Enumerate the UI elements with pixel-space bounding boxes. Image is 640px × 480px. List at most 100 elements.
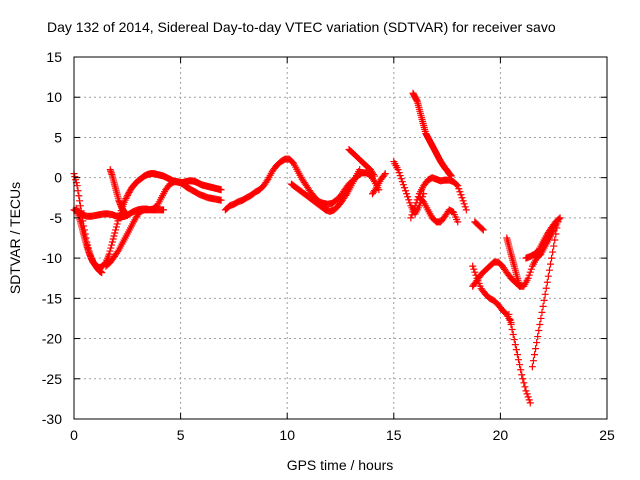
data-point	[98, 269, 106, 277]
y-tick-label: -25	[42, 371, 62, 387]
y-tick-label: 10	[46, 89, 62, 105]
data-point	[408, 211, 416, 219]
data-point	[470, 265, 478, 273]
data-point	[399, 181, 407, 189]
data-point	[76, 197, 84, 205]
data-point	[528, 363, 536, 371]
data-point	[549, 248, 557, 256]
y-tick-label: -30	[42, 411, 62, 427]
data-point	[541, 290, 549, 298]
data-point	[397, 175, 405, 183]
data-point	[380, 171, 388, 179]
series-arc3	[72, 204, 106, 277]
data-point	[551, 236, 559, 244]
data-point	[459, 197, 467, 205]
data-point	[112, 226, 120, 234]
data-point	[543, 278, 551, 286]
series-arc1	[70, 170, 225, 272]
data-point	[542, 284, 550, 292]
data-point	[552, 230, 560, 238]
data-point	[520, 379, 528, 387]
data-point	[381, 170, 389, 178]
data-point	[402, 187, 410, 195]
data-point	[114, 248, 122, 256]
data-point	[370, 170, 378, 178]
y-tick-label: -15	[42, 290, 62, 306]
data-point	[509, 331, 517, 339]
data-point	[123, 211, 131, 219]
data-point	[469, 262, 477, 270]
data-point	[75, 192, 83, 200]
data-point	[263, 177, 271, 185]
data-point	[517, 366, 525, 374]
x-axis-label: GPS time / hours	[287, 457, 394, 473]
y-tick-label: -10	[42, 250, 62, 266]
data-point	[525, 271, 533, 279]
data-point	[109, 235, 117, 243]
data-point	[535, 327, 543, 335]
x-tick-label: 25	[599, 427, 615, 443]
data-point	[122, 195, 130, 203]
data-point	[112, 223, 120, 231]
series-arc5	[102, 178, 225, 270]
y-axis-label: SDTVAR / TECUs	[7, 182, 23, 294]
data-point	[458, 194, 466, 202]
data-point	[534, 333, 542, 341]
data-point	[453, 181, 461, 189]
series-arc19	[528, 218, 562, 371]
data-point	[516, 282, 524, 290]
data-point	[412, 199, 420, 207]
data-point	[533, 339, 541, 347]
data-point	[108, 241, 116, 249]
data-point	[400, 184, 408, 192]
data-point	[403, 190, 411, 198]
data-point	[539, 302, 547, 310]
y-tick-label: 0	[54, 170, 62, 186]
data-point	[356, 166, 364, 174]
data-point	[510, 336, 518, 344]
data-point	[515, 356, 523, 364]
data-point	[479, 226, 487, 234]
data-point	[342, 191, 350, 199]
series-arc11	[407, 174, 470, 222]
data-point	[518, 371, 526, 379]
data-points	[70, 89, 564, 407]
series-arc20	[522, 214, 564, 262]
data-point	[105, 250, 113, 258]
data-point	[407, 214, 415, 222]
series-arc14	[471, 218, 487, 234]
data-point	[523, 390, 531, 398]
data-point	[108, 238, 116, 246]
data-point	[111, 229, 119, 237]
data-point	[121, 196, 129, 204]
data-point	[409, 208, 417, 216]
data-point	[107, 244, 115, 252]
x-tick-label: 10	[279, 427, 295, 443]
data-point	[410, 205, 418, 213]
data-point	[512, 346, 520, 354]
data-point	[76, 202, 84, 210]
axis-ticks: 0 5 10 15 20 25 15 10 5 0 -5 -10 -15 -20 -25 -30	[42, 49, 615, 443]
x-tick-label: 20	[493, 427, 509, 443]
data-point	[521, 383, 529, 391]
data-point	[545, 266, 553, 274]
data-point	[123, 193, 131, 201]
x-tick-label: 0	[70, 427, 78, 443]
y-tick-label: 15	[46, 49, 62, 65]
data-point	[411, 202, 419, 210]
grid	[74, 57, 607, 419]
data-point	[544, 272, 552, 280]
data-point	[398, 178, 406, 186]
data-point	[395, 169, 403, 177]
data-point	[506, 315, 514, 323]
data-point	[124, 191, 132, 199]
data-point	[404, 193, 412, 201]
data-point	[372, 185, 380, 193]
series-arc4	[106, 166, 131, 219]
data-point	[472, 271, 480, 279]
y-tick-label: -5	[50, 210, 63, 226]
data-point	[548, 254, 556, 262]
data-point	[516, 361, 524, 369]
plot-frame	[73, 56, 608, 420]
